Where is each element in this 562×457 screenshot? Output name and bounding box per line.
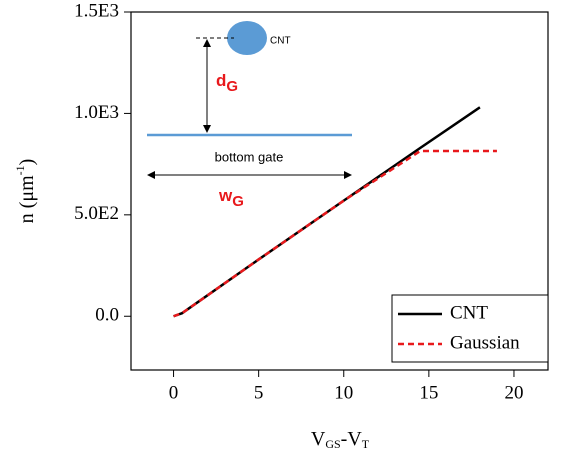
y-tick-label: 0.0	[95, 305, 119, 326]
legend-box	[391, 294, 549, 363]
y-tick-label: 1.0E3	[74, 102, 119, 123]
wg-label: wG	[218, 186, 244, 209]
gate-label: bottom gate	[215, 149, 284, 164]
cnt-shape	[227, 21, 267, 55]
x-tick-label: 5	[254, 382, 264, 403]
dg-label: dG	[216, 71, 238, 94]
x-tick-label: 0	[169, 382, 179, 403]
legend-label: CNT	[450, 302, 488, 323]
plot-frame	[130, 11, 549, 371]
x-axis-label: VGS-VT	[311, 428, 370, 451]
y-axis-label: n (μm-1)	[13, 159, 38, 224]
cnt-label: CNT	[270, 36, 291, 47]
x-tick-label: 20	[504, 382, 523, 403]
y-tick-label: 5.0E2	[74, 203, 119, 224]
x-tick-label: 15	[419, 382, 438, 403]
y-tick-label: 1.5E3	[74, 0, 119, 21]
legend-label: Gaussian	[450, 332, 520, 353]
series-line	[173, 149, 497, 318]
x-tick-label: 10	[334, 382, 353, 403]
